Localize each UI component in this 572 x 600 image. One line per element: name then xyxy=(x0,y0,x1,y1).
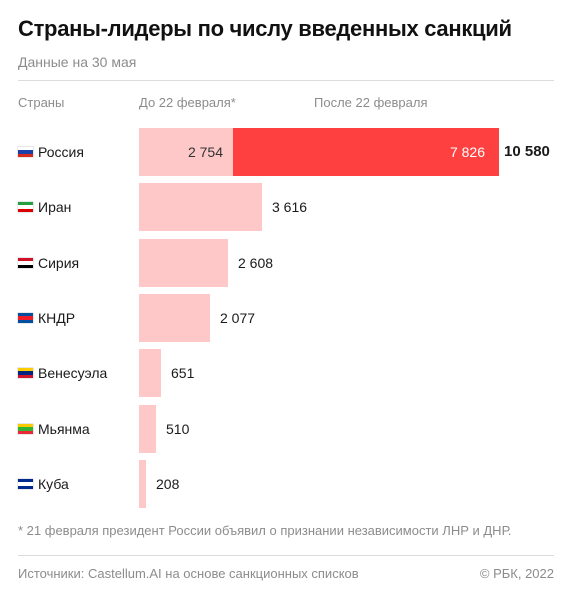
bar-before-feb22 xyxy=(139,239,228,287)
value-label-total: 510 xyxy=(166,421,190,437)
flag-icon xyxy=(18,424,33,434)
flag-icon xyxy=(18,147,33,157)
value-label-total: 2 608 xyxy=(238,255,274,271)
country-label: Сирия xyxy=(18,239,79,287)
source-note: Источники: Castellum.AI на основе санкци… xyxy=(18,566,359,581)
country-name: Иран xyxy=(38,199,72,215)
bar-before-feb22 xyxy=(139,128,233,176)
country-label: Россия xyxy=(18,128,84,176)
bar-before-feb22 xyxy=(139,405,156,453)
country-label: Венесуэла xyxy=(18,349,107,397)
country-label: Иран xyxy=(18,183,71,231)
flag-icon xyxy=(18,258,33,268)
flag-icon xyxy=(18,368,33,378)
bar-before-feb22 xyxy=(139,183,262,231)
bar-before-feb22 xyxy=(139,460,146,508)
country-name: Мьянма xyxy=(38,421,90,437)
flag-icon xyxy=(18,479,33,489)
country-name: Венесуэла xyxy=(38,365,108,381)
country-name: Сирия xyxy=(38,255,80,271)
chart-title: Страны-лидеры по числу введенных санкций xyxy=(18,16,512,41)
country-label: Куба xyxy=(18,460,69,508)
chart-row-2: Иран 3 616 xyxy=(0,183,572,231)
chart-subtitle: Данные на 30 мая xyxy=(18,54,137,70)
column-header-before: До 22 февраля* xyxy=(139,95,236,110)
chart-row-7: Куба 208 xyxy=(0,460,572,508)
country-name: КНДР xyxy=(38,310,76,326)
chart-row-4: КНДР 2 077 xyxy=(0,294,572,342)
top-divider xyxy=(18,80,554,81)
bar-before-feb22 xyxy=(139,349,161,397)
bar-after-feb22 xyxy=(233,128,499,176)
footnote: * 21 февраля президент России объявил о … xyxy=(18,523,512,538)
column-header-countries: Страны xyxy=(18,95,65,110)
value-label-total: 3 616 xyxy=(272,199,308,215)
value-label-after: 7 826 xyxy=(449,144,485,160)
value-label-before: 2 754 xyxy=(187,144,223,160)
flag-icon xyxy=(18,202,33,212)
bottom-divider xyxy=(18,555,554,556)
copyright: © РБК, 2022 xyxy=(479,566,554,581)
chart-row-1: Россия 2 754 7 826 10 580 xyxy=(0,128,572,176)
country-label: КНДР xyxy=(18,294,75,342)
value-label-total: 2 077 xyxy=(220,310,256,326)
chart-row-6: Мьянма 510 xyxy=(0,405,572,453)
country-label: Мьянма xyxy=(18,405,90,453)
value-label-total: 208 xyxy=(156,476,180,492)
chart-row-5: Венесуэла 651 xyxy=(0,349,572,397)
value-label-total: 651 xyxy=(171,365,195,381)
country-name: Россия xyxy=(38,144,84,160)
column-header-after: После 22 февраля xyxy=(314,95,428,110)
country-name: Куба xyxy=(38,476,69,492)
chart-row-3: Сирия 2 608 xyxy=(0,239,572,287)
flag-icon xyxy=(18,313,33,323)
value-label-total: 10 580 xyxy=(504,143,550,160)
bar-before-feb22 xyxy=(139,294,210,342)
